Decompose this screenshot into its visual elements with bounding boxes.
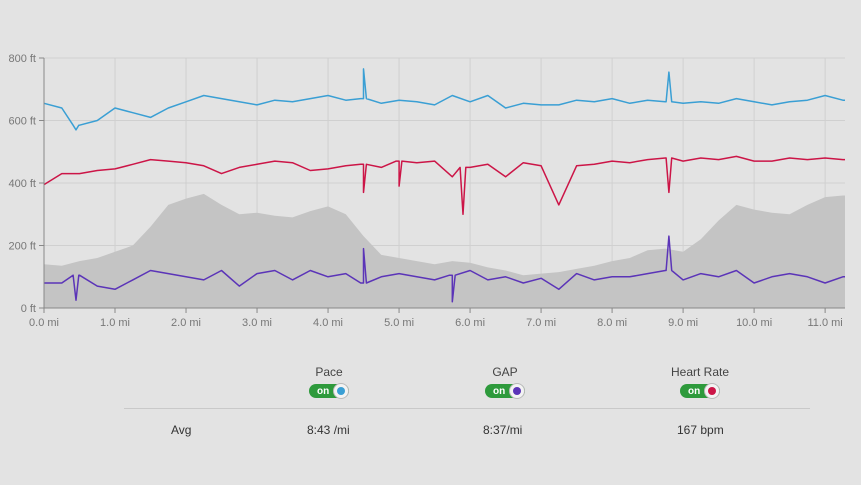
x-tick-label: 0.0 mi	[29, 317, 59, 329]
chart: 0 ft 200 ft 400 ft 600 ft 800 ft 0.0 mi 1.0 mi…	[8, 53, 845, 329]
avg-label: Avg	[171, 423, 192, 437]
x-tick-label: 6.0 mi	[455, 317, 485, 329]
heart-rate-color-dot	[708, 387, 716, 395]
gap-line	[44, 235, 845, 303]
x-tick-label: 1.0 mi	[100, 317, 130, 329]
toggle-state: on	[317, 385, 330, 397]
x-tick-label: 9.0 mi	[668, 317, 698, 329]
y-tick-label: 800 ft	[8, 53, 36, 65]
y-tick-label: 600 ft	[8, 116, 36, 128]
heart-rate-toggle[interactable]: on	[680, 383, 720, 399]
y-tick-label: 0 ft	[21, 303, 36, 315]
legend-label: GAP	[492, 365, 518, 379]
avg-heart-rate: 167 bpm	[677, 423, 724, 437]
x-tick-label: 7.0 mi	[526, 317, 556, 329]
gap-color-dot	[513, 387, 521, 395]
x-tick-label: 10.0 mi	[736, 317, 772, 329]
pace-line	[43, 68, 845, 131]
legend-label: Heart Rate	[670, 365, 730, 379]
toggle-state: on	[493, 385, 506, 397]
legend-gap: GAP on	[425, 365, 585, 399]
legend-heart-rate: Heart Rate on	[620, 365, 780, 399]
divider	[124, 408, 810, 409]
pace-color-dot	[337, 387, 345, 395]
x-tick-label: 5.0 mi	[384, 317, 414, 329]
pace-toggle[interactable]: on	[309, 383, 349, 399]
gap-toggle[interactable]: on	[485, 383, 525, 399]
heart-rate-line	[43, 155, 845, 216]
x-tick-label: 11.0 mi	[807, 317, 842, 329]
legend-pace: Pace on	[249, 365, 409, 399]
x-tick-label: 3.0 mi	[242, 317, 272, 329]
avg-pace: 8:43 /mi	[307, 423, 350, 437]
x-tick-label: 8.0 mi	[597, 317, 627, 329]
y-tick-label: 200 ft	[8, 241, 36, 253]
y-tick-label: 400 ft	[8, 178, 36, 190]
toggle-state: on	[688, 385, 701, 397]
legend-label: Pace	[315, 365, 343, 379]
elevation-area	[44, 193, 845, 308]
avg-gap: 8:37/mi	[483, 423, 523, 437]
x-tick-label: 2.0 mi	[171, 317, 201, 329]
x-tick-label: 4.0 mi	[313, 317, 343, 329]
